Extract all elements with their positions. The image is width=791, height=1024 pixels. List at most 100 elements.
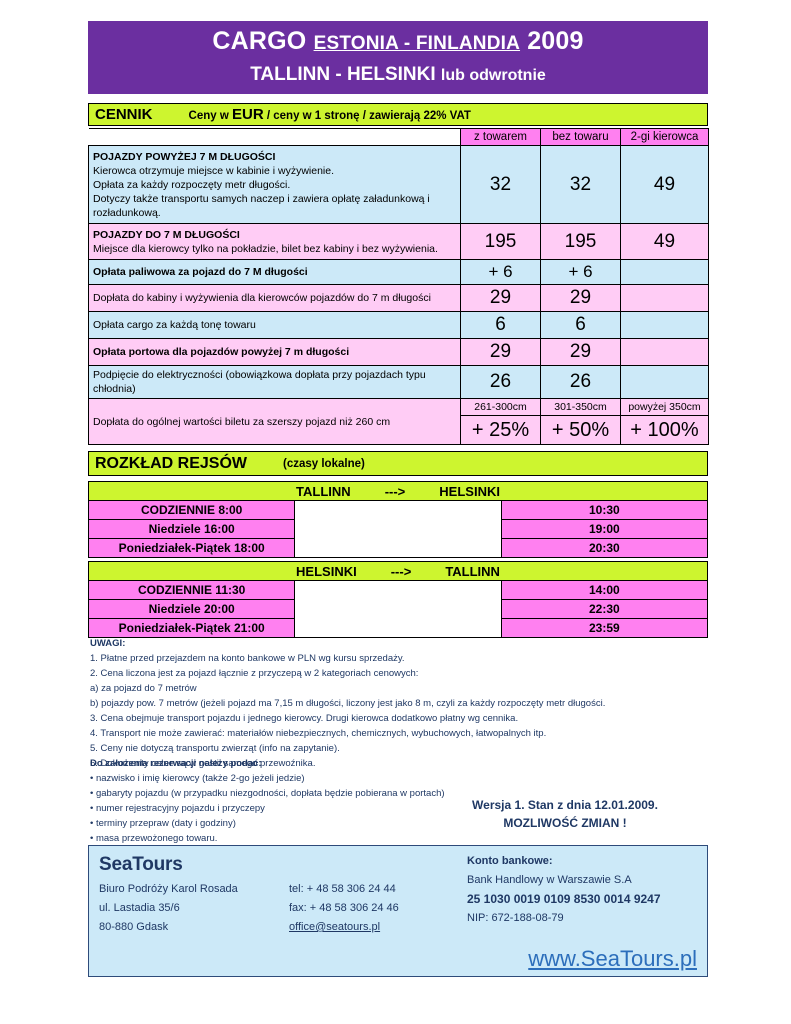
- reservation-section: Do założenia rezerwacji należy podać: • …: [90, 756, 490, 846]
- arrival-time: 19:00: [500, 519, 709, 539]
- price-row-title: POJAZDY POWYŻEJ 7 M DŁUGOŚCI: [93, 150, 276, 163]
- banner-line-2: TALLINN - HELSINKI lub odwrotnie: [88, 62, 708, 89]
- price-header-blank: [88, 128, 461, 146]
- price-row-title: Dopłata do kabiny i wyżywienia dla kiero…: [93, 292, 431, 304]
- price-value-z-towarem: 195: [460, 223, 541, 260]
- footer-address-column: Biuro Podróży Karol Rosada ul. Lastadia …: [99, 880, 299, 937]
- price-value-drugi-kierowca: [620, 365, 709, 399]
- price-value-z-towarem: 32: [460, 145, 541, 224]
- list-item: • masa przewożonego towaru.: [90, 833, 218, 844]
- route-from: TALLINN: [296, 483, 351, 499]
- price-row-title: Opłata cargo za każdą tonę towaru: [93, 319, 256, 331]
- price-value-drugi-kierowca: [620, 284, 709, 312]
- route-header-row: HELSINKI ---> TALLINN: [88, 561, 708, 581]
- departure-time: Poniedziałek-Piątek 18:00: [87, 538, 296, 558]
- email-link[interactable]: office@seatours.pl: [289, 921, 381, 933]
- list-item: • gabaryty pojazdu (w przypadku niezgodn…: [90, 788, 445, 799]
- price-value-bez-towaru: 195: [540, 223, 621, 260]
- banner-line-1: CARGO ESTONIA - FINLANDIA 2009: [88, 26, 708, 59]
- width-range-2: 301-350cm: [540, 398, 621, 416]
- price-row-description: Opłata paliwowa za pojazd do 7 M długośc…: [88, 259, 461, 285]
- table-row: Podpięcie do elektryczności (obowiązkowa…: [88, 365, 709, 399]
- price-row-line: Kierowca otrzymuje miejsce w kabinie i w…: [93, 164, 334, 177]
- website-link[interactable]: www.SeaTours.pl: [528, 946, 697, 971]
- arrival-time: 14:00: [500, 580, 709, 600]
- price-row-line: Dotyczy także transportu samych naczep i…: [93, 192, 430, 205]
- arrival-time: 22:30: [500, 599, 709, 619]
- table-row: POJAZDY DO 7 M DŁUGOŚCI Miejsce dla kier…: [88, 223, 709, 260]
- banner-title-year: 2009: [527, 27, 584, 55]
- table-row: Poniedziałek-Piątek 18:00 20:30: [87, 538, 709, 558]
- pricelist-note-currency: EUR: [231, 106, 264, 123]
- schedule-spacer: [294, 580, 502, 638]
- price-value-bez-towaru: 6: [540, 311, 621, 339]
- schedule-table-tallinn-helsinki: TALLINN ---> HELSINKI CODZIENNIE 8:00 10:3…: [87, 481, 709, 558]
- price-value-z-towarem: 26: [460, 365, 541, 399]
- width-value-1: + 25%: [460, 415, 541, 445]
- width-surcharge-label: Dopłata do ogólnej wartości biletu za sz…: [88, 398, 461, 445]
- price-row-line: Miejsce dla kierowcy tylko na pokładzie,…: [93, 242, 438, 255]
- route-arrow-icon: --->: [390, 563, 412, 579]
- price-header-drugi-kierowca: 2-gi kierowca: [620, 128, 709, 146]
- schedule-section-header: ROZKŁAD REJSÓW (czasy lokalne): [88, 451, 708, 476]
- arrival-time: 10:30: [500, 500, 709, 520]
- price-value-bez-towaru: 29: [540, 284, 621, 312]
- price-row-description: Opłata portowa dla pojazdów powyżej 7 m …: [88, 338, 461, 366]
- table-row: Opłata portowa dla pojazdów powyżej 7 m …: [88, 338, 709, 366]
- route-to: TALLINN: [445, 563, 500, 579]
- price-value-drugi-kierowca: 49: [620, 145, 709, 224]
- width-range-1: 261-300cm: [460, 398, 541, 416]
- footer-contact-card: SeaTours Biuro Podróży Karol Rosada ul. …: [88, 845, 708, 977]
- width-range-3: powyżej 350cm: [620, 398, 709, 416]
- banner-title-route: ESTONIA - FINLANDIA: [313, 33, 521, 54]
- street-address: ul. Lastadia 35/6: [99, 902, 180, 914]
- telephone: tel: + 48 58 306 24 44: [289, 883, 396, 895]
- price-row-description: POJAZDY POWYŻEJ 7 M DŁUGOŚCI Kierowca ot…: [88, 145, 461, 224]
- schedule-table-helsinki-tallinn: HELSINKI ---> TALLINN CODZIENNIE 11:30 14:…: [87, 561, 709, 638]
- arrival-time: 23:59: [500, 618, 709, 638]
- footer-phone-column: tel: + 48 58 306 24 44 fax: + 48 58 306 …: [289, 880, 489, 937]
- route-header: HELSINKI ---> TALLINN: [88, 561, 708, 581]
- departure-time: Poniedziałek-Piątek 21:00: [87, 618, 296, 638]
- price-row-line: Opłata za każdy rozpoczęty metr długości…: [93, 178, 291, 191]
- brand-logo: SeaTours: [99, 854, 183, 875]
- nip-number: NIP: 672-188-08-79: [467, 912, 564, 924]
- notes-heading: UWAGI:: [90, 638, 126, 649]
- version-block: Wersja 1. Stan z dnia 12.01.2009. MOZLIW…: [430, 796, 700, 832]
- table-row: Dopłata do kabiny i wyżywienia dla kiero…: [88, 284, 709, 312]
- list-item: 4. Transport nie może zawierać: materiał…: [90, 728, 547, 739]
- arrival-time: 20:30: [500, 538, 709, 558]
- version-line-1: Wersja 1. Stan z dnia 12.01.2009.: [472, 798, 658, 812]
- table-row: Poniedziałek-Piątek 21:00 23:59: [87, 618, 709, 638]
- schedule-spacer: [294, 500, 502, 558]
- route-header: TALLINN ---> HELSINKI: [88, 481, 708, 501]
- price-row-description: Opłata cargo za każdą tonę towaru: [88, 311, 461, 339]
- version-line-2: MOZLIWOŚĆ ZMIAN !: [503, 816, 627, 830]
- price-value-bez-towaru: + 6: [540, 259, 621, 285]
- list-item: 3. Cena obejmuje transport pojazdu i jed…: [90, 713, 519, 724]
- price-row-title: POJAZDY DO 7 M DŁUGOŚCI: [93, 228, 240, 241]
- table-row: Opłata paliwowa za pojazd do 7 M długośc…: [88, 259, 709, 285]
- list-item: • nazwisko i imię kierowcy (także 2-go j…: [90, 773, 305, 784]
- price-row-title: Opłata paliwowa za pojazd do 7 M długośc…: [93, 266, 308, 278]
- departure-time: CODZIENNIE 11:30: [87, 580, 296, 600]
- price-value-bez-towaru: 29: [540, 338, 621, 366]
- price-row-line: rozładunkową.: [93, 206, 161, 219]
- price-value-drugi-kierowca: 49: [620, 223, 709, 260]
- company-name: Biuro Podróży Karol Rosada: [99, 883, 238, 895]
- price-value-z-towarem: 29: [460, 338, 541, 366]
- price-value-drugi-kierowca: [620, 338, 709, 366]
- banner-subtitle-extra: lub odwrotnie: [440, 67, 546, 84]
- price-header-z-towarem: z towarem: [460, 128, 541, 146]
- list-item: 5. Ceny nie dotyczą transportu zwierząt …: [90, 743, 340, 754]
- footer-bank-column: Konto bankowe: Bank Handlowy w Warszawie…: [467, 852, 707, 928]
- list-item: b) pojazdy pow. 7 metrów (jeżeli pojazd …: [90, 698, 606, 709]
- notes-section: UWAGI: 1. Płatne przed przejazdem na kon…: [90, 636, 710, 771]
- table-row: Niedziele 16:00 19:00: [87, 519, 709, 539]
- schedule-section-note: (czasy lokalne): [283, 457, 365, 470]
- price-table-header-row: z towarem bez towaru 2-gi kierowca: [88, 128, 709, 146]
- price-value-bez-towaru: 32: [540, 145, 621, 224]
- width-value-3: + 100%: [620, 415, 709, 445]
- route-from: HELSINKI: [296, 563, 357, 579]
- departure-time: CODZIENNIE 8:00: [87, 500, 296, 520]
